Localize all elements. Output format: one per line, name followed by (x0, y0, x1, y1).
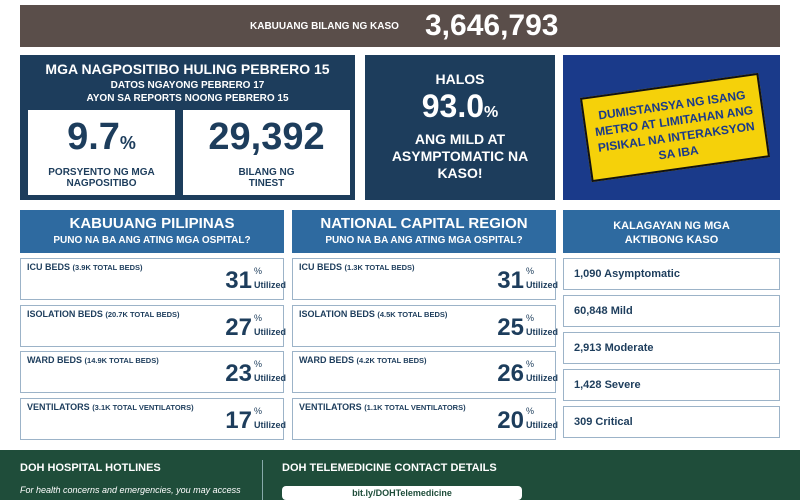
banner: DUMISTANSYA NG ISANG METRO AT LIMITAHAN … (563, 55, 780, 200)
row-label-name: WARD BEDS (27, 355, 83, 365)
footer: DOH HOSPITAL HOTLINES For health concern… (0, 450, 800, 500)
capacity-row: ISOLATION BEDS (20.7K TOTAL BEDS) 27% Util… (20, 304, 287, 347)
utilization-unit: % (526, 359, 535, 369)
capacity-row: VENTILATORS (1.1K TOTAL VENTILATORS) 20% U… (292, 397, 559, 440)
tele-link[interactable]: bit.ly/DOHTelemedicine (282, 486, 522, 500)
row-label-detail: (20.7K TOTAL BEDS) (105, 309, 180, 319)
row-label-name: WARD BEDS (299, 355, 355, 365)
mild-pre: HALOS (435, 71, 485, 87)
utilization-value: 25 (497, 313, 524, 341)
row-label-detail: (3.1K TOTAL VENTILATORS) (92, 402, 194, 412)
row-label-detail: (4.5K TOTAL BEDS) (377, 309, 448, 319)
row-label-name: ISOLATION BEDS (299, 308, 375, 319)
utilization-label: Utilized (526, 419, 559, 430)
utilization-value: 20 (497, 406, 524, 434)
positivity-panel: MGA NAGPOSITIBO HULING PEBRERO 15 DATOS … (20, 55, 355, 200)
utilization-unit: % (254, 266, 263, 276)
utilization-value: 17 (225, 406, 252, 434)
tele-title: DOH TELEMEDICINE CONTACT DETAILS (282, 462, 497, 474)
capacity-row: ICU BEDS (3.9K TOTAL BEDS) 31% Utilized (20, 258, 287, 300)
utilization-unit: % (526, 266, 535, 276)
panel-header: KABUUANG PILIPINAS PUNO NA BA ANG ATING M… (20, 210, 284, 253)
total-bar: KABUUANG BILANG NG KASO 3,646,793 (20, 5, 780, 47)
row-label-detail: (1.3K TOTAL BEDS) (344, 263, 415, 272)
capacity-row: ISOLATION BEDS (4.5K TOTAL BEDS) 25% Utili… (292, 304, 559, 347)
row-label: WARD BEDS (14.9K TOTAL BEDS) (27, 355, 159, 365)
status-item: 1,428 Severe (563, 369, 780, 401)
mild-text: ANG MILD AT ASYMPTOMATIC NA KASO! (391, 131, 529, 181)
positivity-line: DATOS NGAYONG PEBRERO 17 (110, 80, 265, 91)
rate-box: 9.7% PORSYENTO NG MGA NAGPOSITIBO (28, 110, 175, 195)
panel-title: NATIONAL CAPITAL REGION (320, 215, 528, 232)
row-label: ISOLATION BEDS (4.5K TOTAL BEDS) (299, 309, 447, 319)
rate-label: PORSYENTO NG MGA NAGPOSITIBO (48, 167, 155, 189)
utilization-value: 26 (497, 360, 524, 387)
tested-box: 29,392 BILANG NG TINEST (183, 110, 350, 195)
total-value: 3,646,793 (425, 9, 559, 42)
status-header: KALAGAYAN NG MGA AKTIBONG KASO (563, 210, 780, 253)
row-label: ICU BEDS (3.9K TOTAL BEDS) (27, 262, 143, 272)
utilization-label: Utilized (526, 280, 559, 290)
tested-label: BILANG NG TINEST (238, 167, 295, 189)
row-label-detail: (14.9K TOTAL BEDS) (84, 356, 159, 365)
capacity-row: WARD BEDS (14.9K TOTAL BEDS) 23% Utilized (20, 351, 287, 393)
utilization-value: 31 (225, 267, 252, 294)
panel-header: NATIONAL CAPITAL REGION PUNO NA BA ANG AT… (292, 210, 556, 253)
hotlines-title: DOH HOSPITAL HOTLINES (20, 462, 161, 474)
utilization-label: Utilized (254, 419, 287, 430)
row-label-name: ICU BEDS (27, 262, 71, 272)
status-title: KALAGAYAN NG MGA AKTIBONG KASO (563, 210, 780, 253)
row-label-detail: (4.2K TOTAL BEDS) (356, 356, 427, 365)
utilization-unit: % (526, 405, 535, 416)
panel-title: KABUUANG PILIPINAS (69, 215, 235, 232)
utilization-label: Utilized (254, 373, 287, 383)
utilization-label: Utilized (526, 326, 559, 337)
capacity-row: WARD BEDS (4.2K TOTAL BEDS) 26% Utilized (292, 351, 559, 393)
banner-text: DUMISTANSYA NG ISANG METRO AT LIMITAHAN … (579, 72, 771, 183)
utilization-label: Utilized (526, 373, 559, 383)
positivity-title: MGA NAGPOSITIBO HULING PEBRERO 15 (45, 61, 330, 77)
utilization-unit: % (526, 312, 535, 323)
utilization-unit: % (254, 312, 263, 323)
row-label-name: VENTILATORS (27, 401, 90, 412)
utilization-value: 27 (225, 313, 252, 341)
row-label-name: VENTILATORS (299, 401, 362, 412)
mild-unit: % (484, 104, 499, 121)
row-label: VENTILATORS (3.1K TOTAL VENTILATORS) (27, 402, 194, 412)
capacity-row: ICU BEDS (1.3K TOTAL BEDS) 31% Utilized (292, 258, 559, 300)
total-label: KABUUANG BILANG NG KASO (250, 21, 399, 32)
status-item: 1,090 Asymptomatic (563, 258, 780, 290)
utilization-unit: % (254, 405, 263, 416)
row-label-detail: (1.1K TOTAL VENTILATORS) (364, 402, 466, 412)
row-label-name: ICU BEDS (299, 262, 343, 272)
hotlines-text: For health concerns and emergencies, you… (20, 485, 241, 495)
panel-subtitle: PUNO NA BA ANG ATING MGA OSPITAL? (53, 235, 251, 246)
tested-value: 29,392 (208, 116, 325, 158)
capacity-row: VENTILATORS (3.1K TOTAL VENTILATORS) 17% U… (20, 397, 287, 440)
utilization-value: 23 (225, 360, 252, 387)
row-label: ICU BEDS (1.3K TOTAL BEDS) (299, 262, 415, 272)
row-label: WARD BEDS (4.2K TOTAL BEDS) (299, 355, 427, 365)
rate-unit: % (119, 133, 136, 153)
row-label-detail: (3.9K TOTAL BEDS) (72, 263, 143, 272)
status-item: 309 Critical (563, 406, 780, 438)
utilization-value: 31 (497, 267, 524, 294)
mild-panel: HALOS 93.0% ANG MILD AT ASYMPTOMATIC NA … (365, 55, 555, 200)
positivity-line: AYON SA REPORTS NOONG PEBRERO 15 (86, 93, 289, 104)
row-label-name: ISOLATION BEDS (27, 308, 103, 319)
row-label: ISOLATION BEDS (20.7K TOTAL BEDS) (27, 309, 180, 319)
utilization-label: Utilized (254, 326, 287, 337)
status-item: 2,913 Moderate (563, 332, 780, 364)
row-label: VENTILATORS (1.1K TOTAL VENTILATORS) (299, 402, 466, 412)
rate-value: 9.7 (67, 116, 120, 158)
utilization-unit: % (254, 359, 263, 369)
mild-value: 93.0 (421, 88, 485, 124)
panel-subtitle: PUNO NA BA ANG ATING MGA OSPITAL? (325, 235, 523, 246)
status-item: 60,848 Mild (563, 295, 780, 327)
utilization-label: Utilized (254, 280, 287, 290)
